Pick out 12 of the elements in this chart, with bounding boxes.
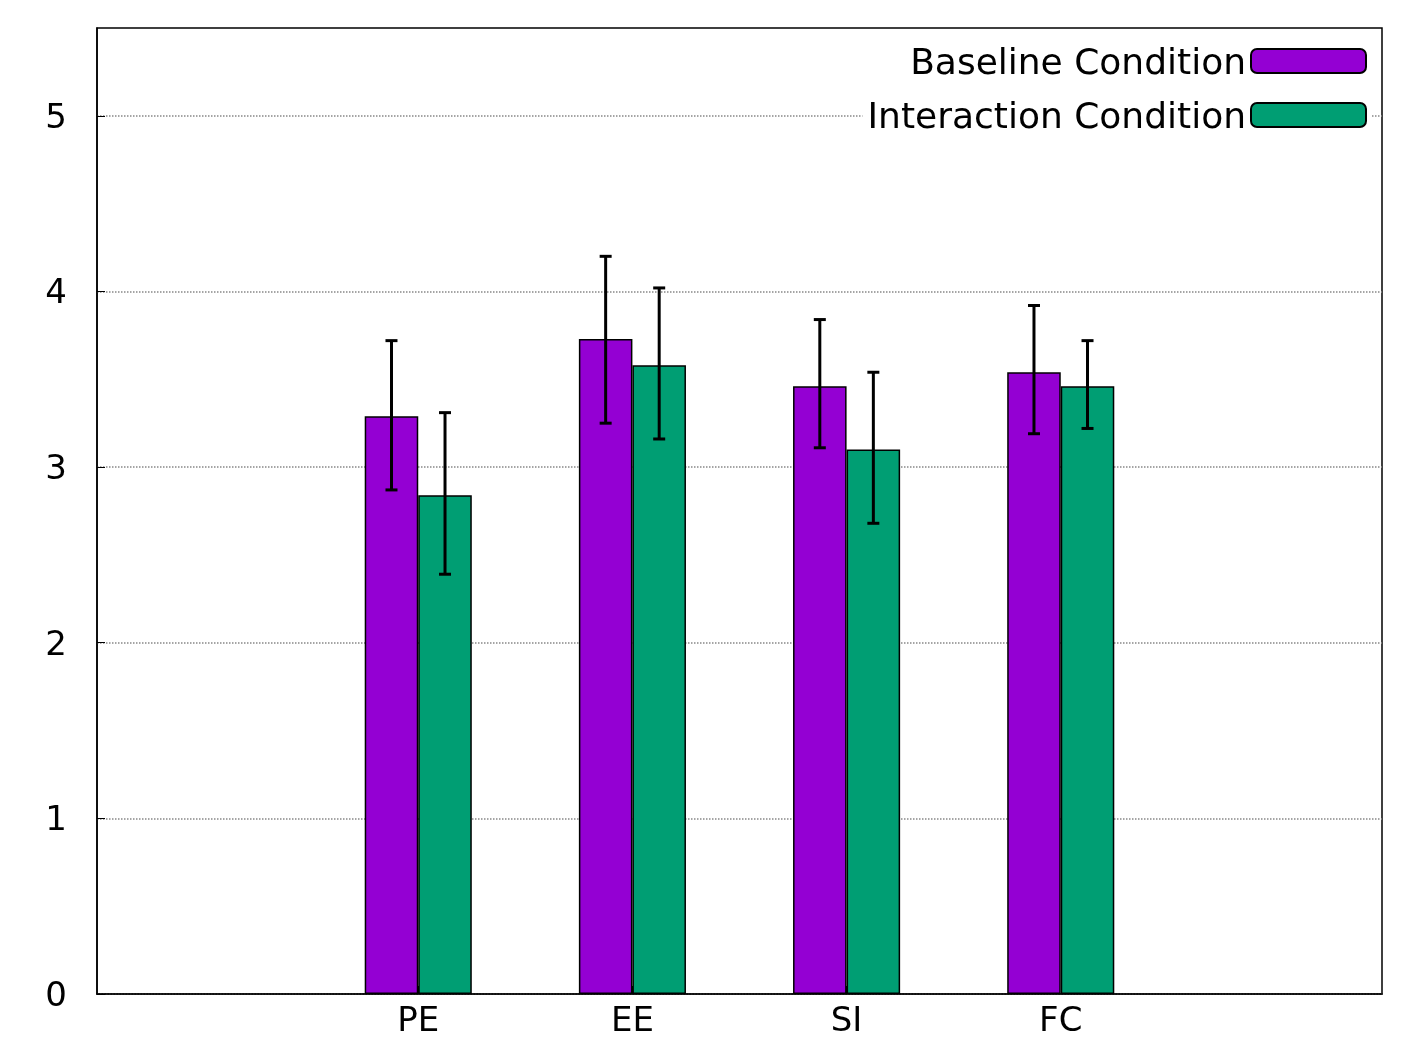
x-tick-label: EE bbox=[610, 999, 654, 1039]
y-tick-label: 3 bbox=[45, 447, 67, 488]
y-tick-label: 5 bbox=[45, 95, 67, 136]
x-tick-label: PE bbox=[397, 999, 440, 1039]
x-tick-label: FC bbox=[1039, 999, 1083, 1039]
legend-label: Baseline Condition bbox=[910, 40, 1246, 82]
x-tick-label: SI bbox=[830, 999, 863, 1039]
y-tick-label: 4 bbox=[45, 271, 67, 312]
y-tick-label: 1 bbox=[45, 798, 67, 839]
y-tick-label: 0 bbox=[45, 974, 67, 1014]
legend-label: Interaction Condition bbox=[867, 94, 1246, 136]
y-tick-label: 2 bbox=[45, 622, 67, 663]
